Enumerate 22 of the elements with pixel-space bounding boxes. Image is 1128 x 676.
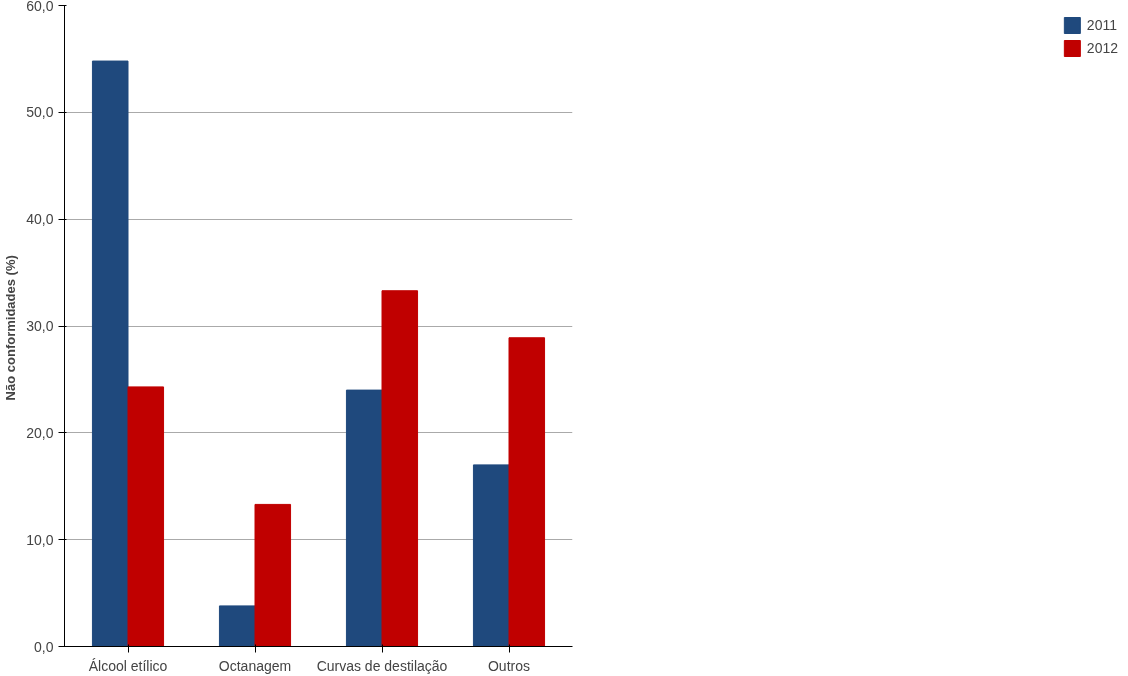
bar (472, 464, 510, 647)
x-tick-label: Octanagem (218, 657, 292, 674)
y-tick-label: 60,0 (26, 0, 54, 14)
bar (508, 337, 546, 647)
y-tick-label: 50,0 (26, 104, 54, 121)
legend-label: 2012 (1086, 40, 1118, 56)
y-tick-label: 10,0 (26, 531, 54, 548)
bar (345, 389, 383, 647)
bar (254, 503, 292, 647)
bar (127, 386, 165, 647)
y-tick-label: 20,0 (26, 424, 54, 441)
x-tick-label: Outros (487, 657, 531, 674)
y-axis-title: Não conformidades (%) (3, 255, 19, 401)
x-tick-label: Álcool etílico (88, 657, 168, 674)
bar (218, 605, 256, 647)
y-tick-label: 30,0 (26, 318, 54, 334)
y-tick-label: 0,0 (34, 638, 54, 655)
legend-label: 2011 (1086, 17, 1117, 33)
y-tick-label: 40,0 (26, 211, 54, 228)
bar (91, 60, 129, 647)
x-tick-label: Curvas de destilação (316, 657, 448, 674)
bar (381, 290, 419, 647)
